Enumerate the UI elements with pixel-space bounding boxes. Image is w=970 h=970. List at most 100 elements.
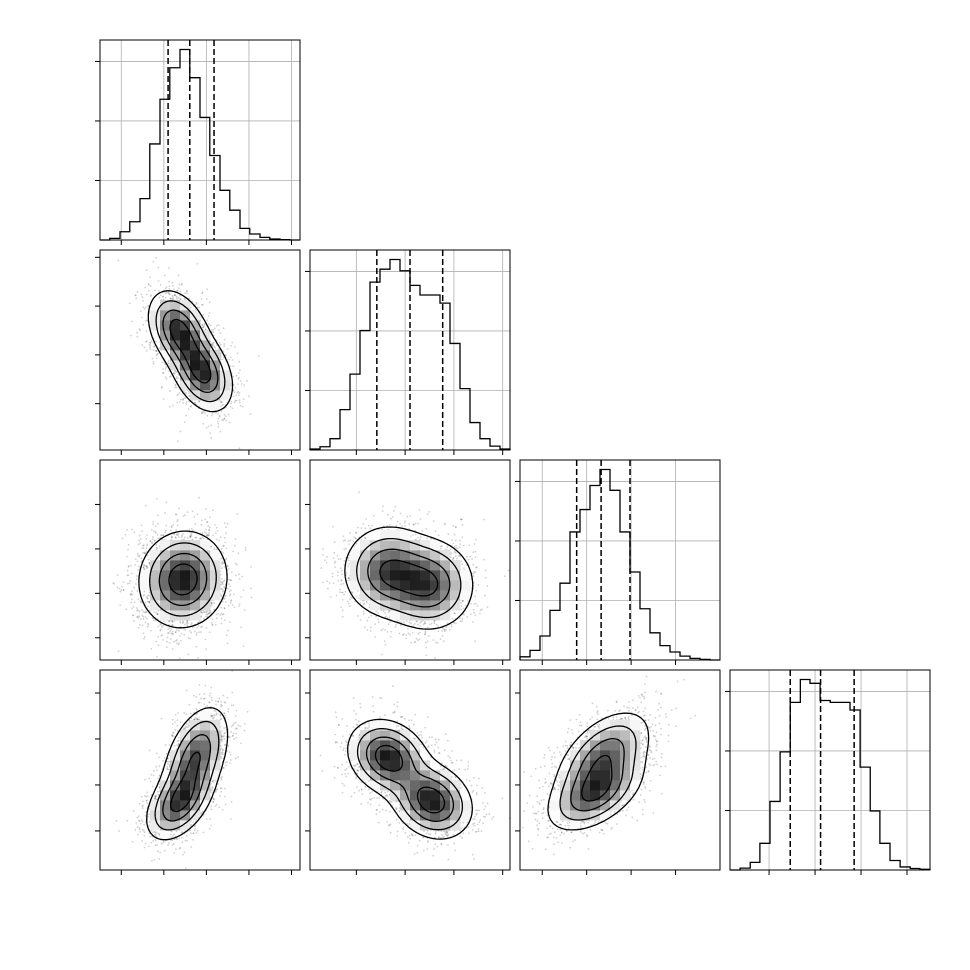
sample-point (160, 294, 162, 297)
sample-point (169, 297, 172, 300)
panel-frame-0-0 (99, 39, 301, 241)
sample-point (215, 532, 217, 534)
sample-point (130, 564, 132, 567)
sample-point (240, 383, 243, 385)
sample-point (189, 637, 192, 640)
sample-point (223, 607, 226, 609)
sample-point (149, 285, 152, 287)
sample-point (215, 617, 218, 620)
sample-point (225, 526, 227, 529)
sample-point (230, 589, 232, 592)
sample-point (248, 395, 250, 398)
sample-point (225, 547, 228, 550)
density-cell (190, 360, 201, 371)
sample-point (152, 520, 155, 523)
sample-point (156, 655, 158, 658)
sample-point (211, 343, 214, 346)
sample-point (145, 269, 148, 272)
sample-point (157, 537, 160, 540)
sample-point (229, 579, 232, 582)
sample-point (220, 401, 223, 403)
sample-point (213, 345, 215, 348)
sample-point (203, 325, 205, 328)
sample-point (217, 417, 220, 420)
sample-point (193, 401, 196, 404)
sample-point (206, 414, 209, 417)
sample-point (229, 406, 232, 408)
sample-point (157, 625, 160, 628)
sample-point (206, 521, 208, 524)
sample-point (238, 376, 240, 379)
sample-point (207, 314, 210, 317)
sample-point (238, 391, 241, 394)
sample-point (149, 341, 151, 344)
sample-point (241, 405, 244, 408)
sample-point (219, 430, 222, 433)
sample-point (138, 328, 141, 331)
sample-point (175, 371, 178, 373)
sample-point (134, 294, 137, 297)
sample-point (145, 340, 148, 343)
sample-point (163, 274, 166, 277)
sample-point (155, 340, 158, 343)
sample-point (149, 540, 152, 542)
sample-point (160, 625, 163, 628)
sample-point (147, 283, 150, 285)
sample-point (208, 311, 211, 314)
sample-point (131, 594, 134, 596)
sample-point (242, 589, 245, 592)
sample-point (250, 596, 253, 599)
sample-point (178, 536, 180, 539)
sample-point (216, 529, 219, 532)
sample-point (169, 630, 172, 633)
sample-point (171, 282, 174, 284)
sample-point (226, 642, 229, 645)
sample-point (177, 287, 180, 290)
sample-point (162, 397, 165, 400)
sample-point (222, 552, 225, 554)
sample-point (223, 343, 226, 345)
sample-point (153, 611, 156, 613)
sample-point (174, 294, 177, 296)
sample-point (157, 352, 160, 355)
sample-point (237, 552, 240, 555)
sample-point (229, 594, 231, 597)
sample-point (141, 624, 144, 627)
sample-point (228, 621, 231, 623)
sample-point (244, 549, 247, 551)
sample-point (188, 528, 191, 531)
sample-point (185, 403, 188, 405)
sample-point (170, 632, 173, 635)
sample-point (202, 313, 205, 316)
sample-point (232, 375, 235, 378)
sample-point (169, 405, 171, 408)
sample-point (122, 589, 125, 591)
sample-point (172, 296, 174, 299)
sample-point (150, 647, 153, 650)
sample-point (188, 395, 191, 397)
sample-point (219, 332, 222, 335)
sample-point (145, 537, 148, 540)
sample-point (143, 346, 146, 349)
sample-point (129, 593, 132, 596)
sample-point (207, 525, 210, 527)
sample-point (136, 335, 139, 338)
sample-point (226, 564, 229, 567)
sample-point (176, 524, 179, 527)
sample-point (230, 571, 233, 574)
sample-point (158, 296, 161, 299)
sample-point (146, 534, 148, 536)
density-cell (160, 320, 171, 331)
sample-point (121, 537, 124, 540)
sample-point (157, 644, 160, 647)
sample-point (159, 628, 162, 631)
sample-point (205, 613, 208, 616)
sample-point (170, 525, 173, 528)
sample-point (155, 543, 158, 546)
sample-point (211, 329, 213, 332)
sample-point (168, 362, 170, 365)
sample-point (142, 611, 145, 613)
sample-point (201, 326, 204, 329)
sample-point (226, 522, 229, 525)
